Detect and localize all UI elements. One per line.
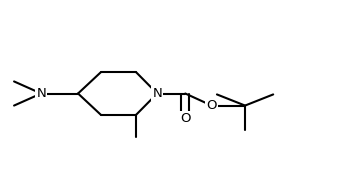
Text: N: N <box>152 87 162 100</box>
Text: O: O <box>180 112 191 125</box>
Text: O: O <box>207 99 217 112</box>
Text: N: N <box>36 87 46 100</box>
